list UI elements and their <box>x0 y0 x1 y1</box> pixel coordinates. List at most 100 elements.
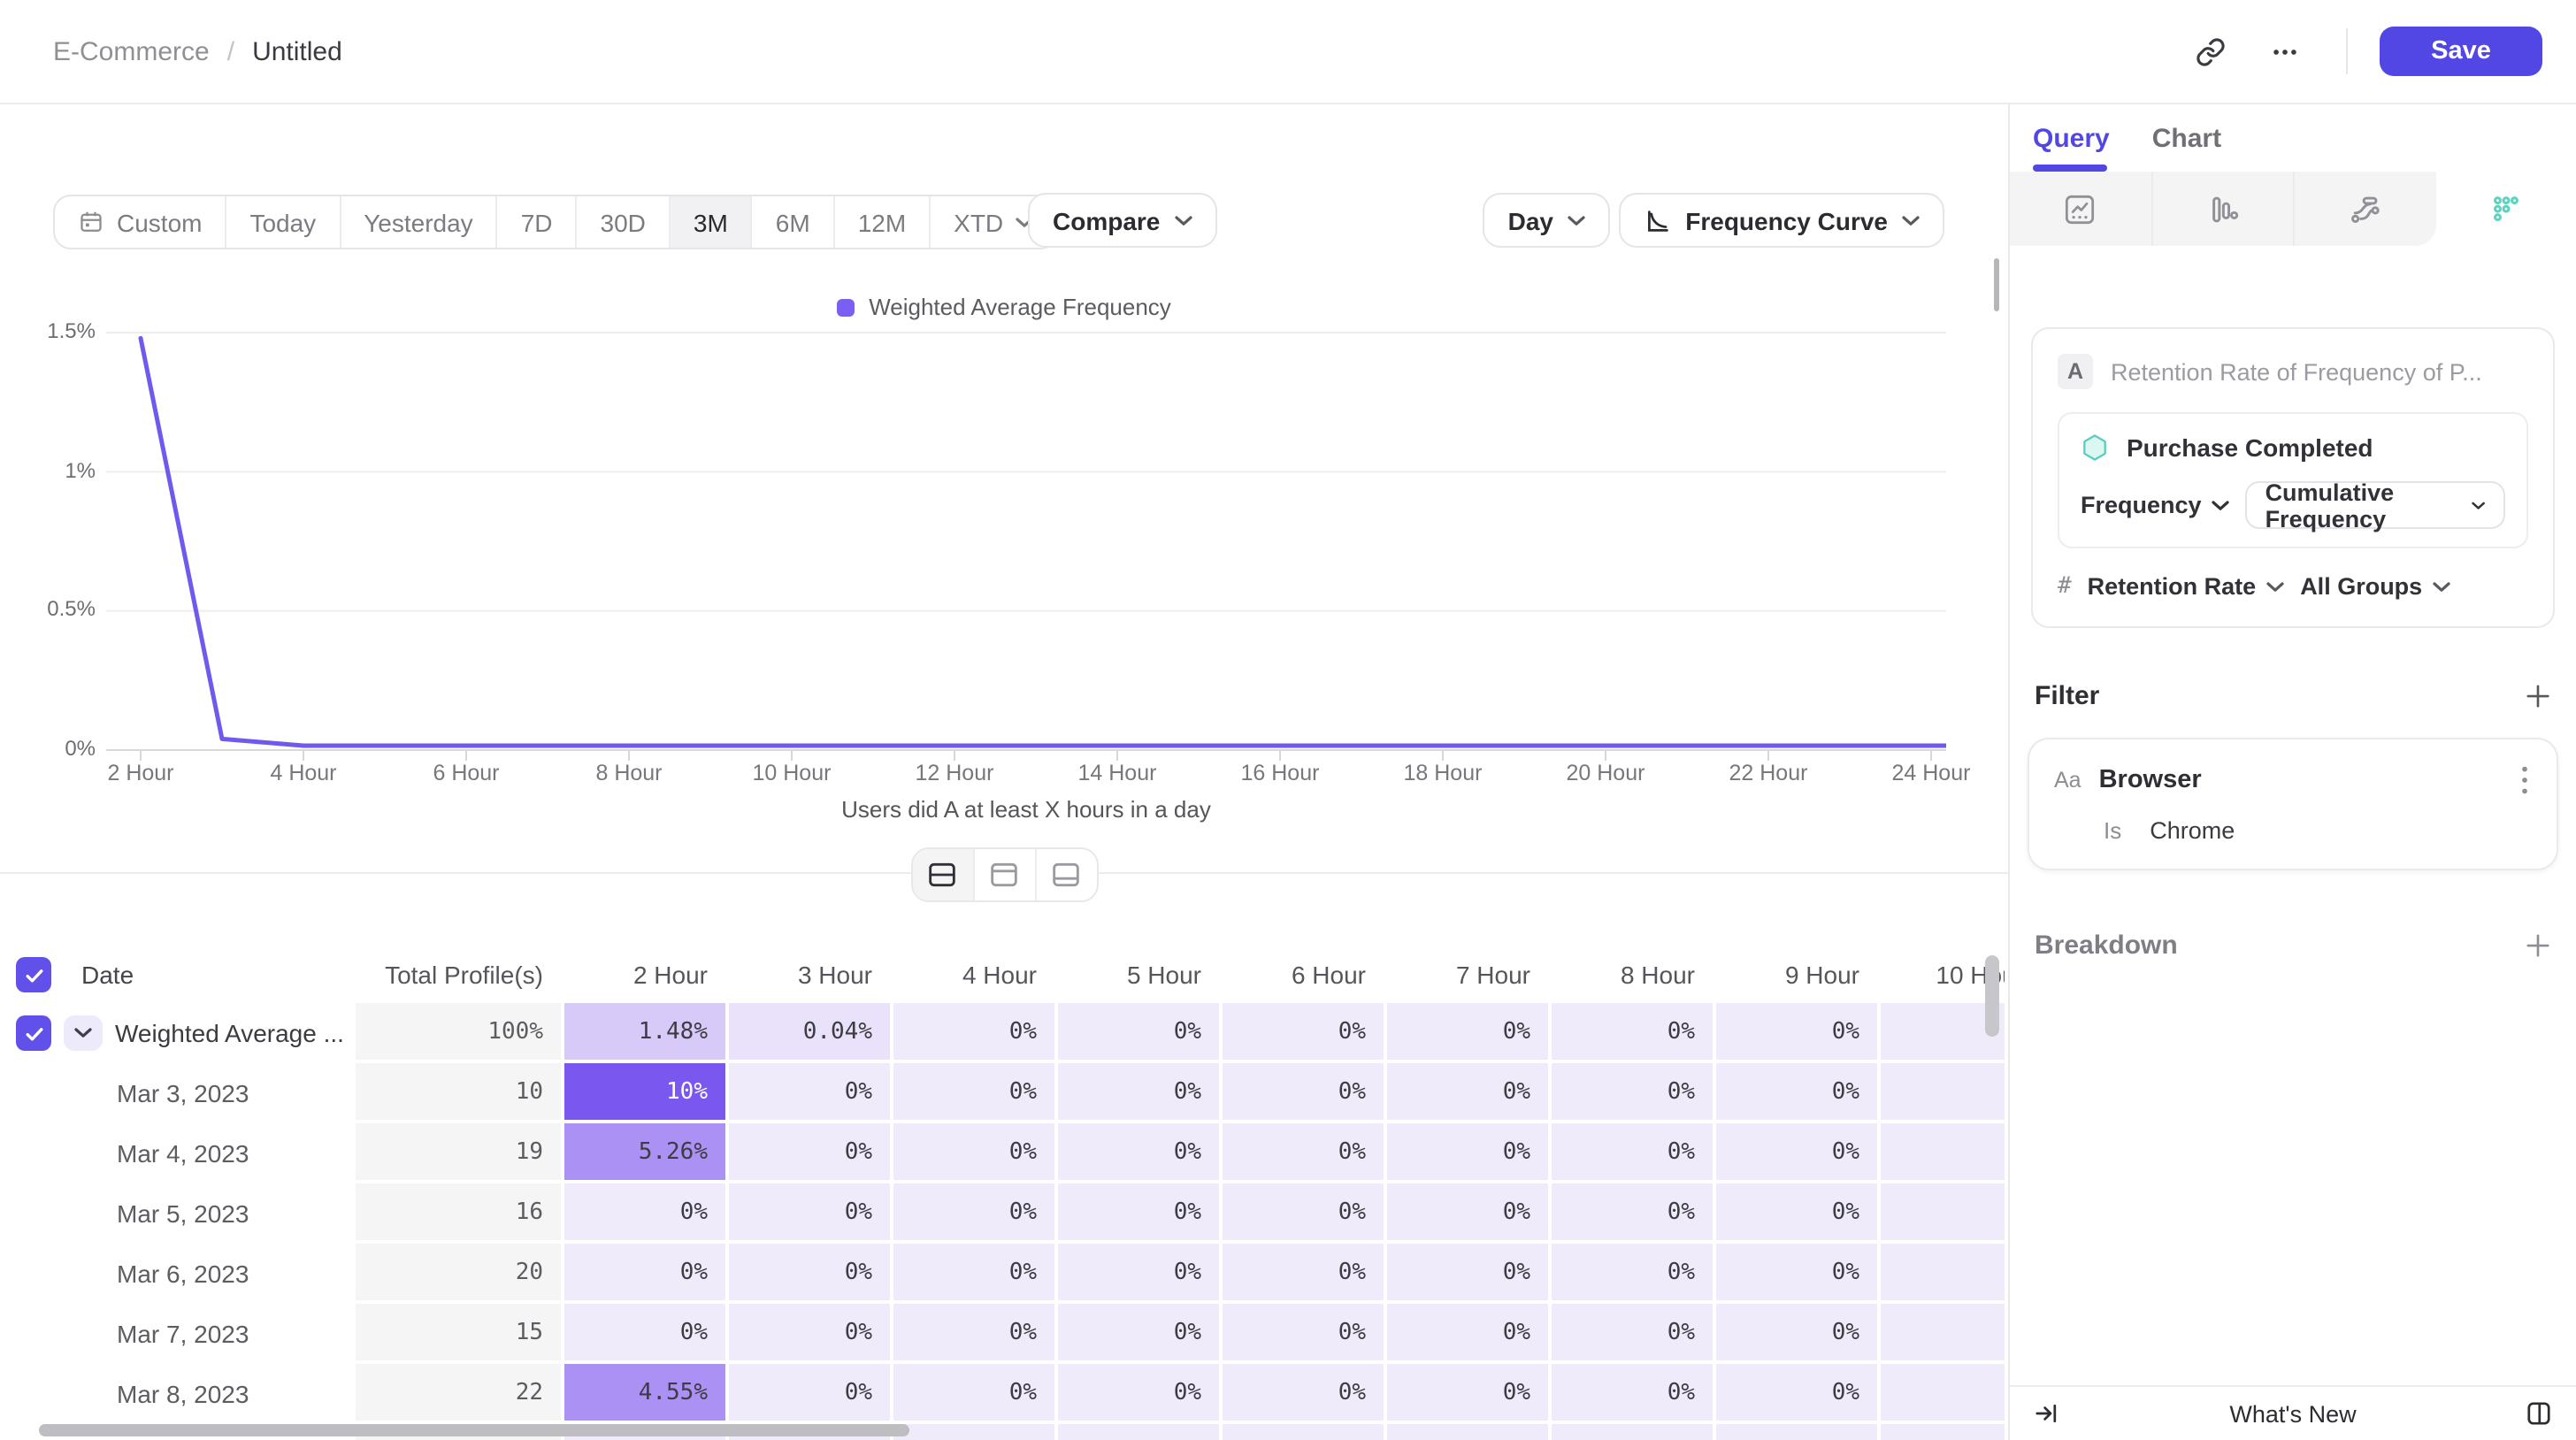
report-type-retention[interactable] <box>2435 172 2576 246</box>
value-cell <box>1877 1244 2005 1304</box>
y-axis-tick-label: 1.5% <box>47 318 96 344</box>
range-button-30d[interactable]: 30D <box>575 196 669 248</box>
expand-row-button[interactable] <box>64 1015 103 1051</box>
table-row: Mar 5, 2023 16 0% 0% 0% 0% 0% 0% 0% 0% <box>0 1183 2005 1244</box>
layout-toggle-group <box>910 847 1098 902</box>
breadcrumb-report-title[interactable]: Untitled <box>252 36 342 66</box>
table-vertical-scrollbar[interactable] <box>1985 955 1999 1037</box>
range-button-custom[interactable]: Custom <box>55 196 225 248</box>
value-cell <box>1877 1364 2005 1424</box>
y-axis-tick-label: 0% <box>65 736 96 761</box>
collapse-sidebar-button[interactable] <box>2033 1399 2061 1428</box>
breadcrumb-project[interactable]: E-Commerce <box>53 36 210 66</box>
copy-link-button[interactable] <box>2180 21 2240 81</box>
main-panel: Custom Today Yesterday 7D 30D 3M 6M 12M XTD Comp… <box>0 104 2008 1440</box>
value-cell: 0% <box>561 1244 725 1304</box>
range-label: 6M <box>775 208 810 236</box>
report-type-funnels[interactable] <box>2152 172 2295 246</box>
value-cell: 0% <box>1219 1183 1384 1244</box>
date-cell: Mar 3, 2023 <box>0 1063 352 1123</box>
value-cell: 1.48% <box>561 1003 725 1063</box>
more-options-button[interactable] <box>2254 21 2314 81</box>
toggle-split-view[interactable] <box>912 849 972 900</box>
event-selector[interactable]: Purchase Completed <box>2081 433 2505 462</box>
value-cell: 5.26% <box>561 1123 725 1183</box>
query-sidebar: Query Chart A Retention Rate of Frequenc… <box>2008 104 2576 1440</box>
value-cell: 0% <box>1548 1304 1713 1364</box>
hour-header-cell: 8 Hour <box>1548 950 1713 1000</box>
hour-header-cell: 9 Hour <box>1713 950 1877 1000</box>
legend-swatch <box>837 298 855 316</box>
filter-card: Aa Browser Is Chrome <box>2028 738 2558 870</box>
table-horizontal-scrollbar[interactable] <box>39 1424 909 1436</box>
select-all-checkbox[interactable] <box>16 957 51 992</box>
range-button-7d[interactable]: 7D <box>495 196 576 248</box>
hour-header-cell: 4 Hour <box>890 950 1054 1000</box>
results-table: Date Total Profile(s) 2 Hour 3 Hour 4 Hour 5 … <box>0 950 2005 1440</box>
frequency-dropdown[interactable]: Frequency <box>2081 492 2230 518</box>
tab-query[interactable]: Query <box>2033 123 2110 153</box>
add-filter-button[interactable] <box>2525 683 2551 709</box>
frequency-label: Frequency <box>2081 492 2202 518</box>
report-type-flows[interactable] <box>2295 172 2435 246</box>
x-axis-tick-label: 4 Hour <box>270 761 337 785</box>
filter-menu-button[interactable] <box>2518 762 2532 798</box>
value-cell <box>1548 1424 1713 1440</box>
summary-name-cell: Weighted Average ... <box>0 1003 352 1063</box>
y-axis-tick-label: 1% <box>65 457 96 483</box>
table-row: Mar 8, 2023 22 4.55% 0% 0% 0% 0% 0% 0% 0% <box>0 1364 2005 1424</box>
main-vertical-scrollbar[interactable] <box>1994 258 1999 311</box>
series-checkbox[interactable] <box>16 1015 51 1051</box>
filter-value[interactable]: Chrome <box>2150 817 2235 844</box>
save-button[interactable]: Save <box>2380 27 2542 76</box>
hour-header-cell: 2 Hour <box>561 950 725 1000</box>
value-cell <box>1054 1424 1219 1440</box>
range-button-xtd[interactable]: XTD <box>929 196 1056 248</box>
filter-property-name[interactable]: Browser <box>2098 766 2202 794</box>
cumulative-frequency-dropdown[interactable]: Cumulative Frequency <box>2245 479 2505 532</box>
whats-new-link[interactable]: What's New <box>2229 1400 2357 1427</box>
x-axis-tick-label: 10 Hour <box>752 761 832 785</box>
value-cell: 0% <box>561 1304 725 1364</box>
sidebar-tabs: Query Chart <box>2010 104 2576 172</box>
table-only-view-icon <box>1053 862 1079 887</box>
measure-dropdown[interactable]: Retention Rate <box>2088 573 2285 600</box>
x-axis-tick-label: 6 Hour <box>433 761 500 785</box>
range-button-6m[interactable]: 6M <box>750 196 833 248</box>
hour-header-cell: 3 Hour <box>725 950 890 1000</box>
report-type-insights[interactable] <box>2010 172 2152 246</box>
toggle-chart-only-view[interactable] <box>972 849 1034 900</box>
chart-type-button[interactable]: Frequency Curve <box>1618 193 1944 248</box>
range-label: 7D <box>520 208 553 236</box>
hour-header-cell: 6 Hour <box>1219 950 1384 1000</box>
step-title[interactable]: Retention Rate of Frequency of P... <box>2111 358 2482 385</box>
range-button-yesterday[interactable]: Yesterday <box>339 196 496 248</box>
cumulative-frequency-label: Cumulative Frequency <box>2265 479 2395 532</box>
range-button-3m[interactable]: 3M <box>668 196 751 248</box>
panel-layout-button[interactable] <box>2525 1399 2553 1428</box>
groups-dropdown[interactable]: All Groups <box>2300 573 2450 600</box>
compare-button[interactable]: Compare <box>1028 193 1217 248</box>
granularity-button[interactable]: Day <box>1483 193 1610 248</box>
date-cell: Mar 6, 2023 <box>0 1244 352 1304</box>
x-axis-tick-label: 16 Hour <box>1240 761 1320 785</box>
table-header-row: Date Total Profile(s) 2 Hour 3 Hour 4 Hour 5 … <box>0 950 2005 1000</box>
value-cell: 4.55% <box>561 1364 725 1424</box>
value-cell: 0.04% <box>725 1003 890 1063</box>
x-axis-tick-label: 24 Hour <box>1891 761 1971 785</box>
filter-operator[interactable]: Is <box>2104 817 2122 844</box>
value-cell: 0% <box>1384 1304 1548 1364</box>
range-label: 12M <box>857 208 907 236</box>
range-button-12m[interactable]: 12M <box>832 196 929 248</box>
value-cell <box>1713 1424 1877 1440</box>
tab-chart[interactable]: Chart <box>2151 123 2222 153</box>
chevron-down-icon <box>74 1028 92 1038</box>
value-cell: 0% <box>1054 1003 1219 1063</box>
x-axis-tick-label: 8 Hour <box>595 761 663 785</box>
add-breakdown-button[interactable] <box>2525 932 2551 959</box>
x-axis-tick-label: 14 Hour <box>1077 761 1157 785</box>
chevron-down-icon <box>2266 581 2284 591</box>
toggle-table-only-view[interactable] <box>1034 849 1096 900</box>
bar-chart-icon <box>2212 195 2238 222</box>
range-button-today[interactable]: Today <box>225 196 339 248</box>
